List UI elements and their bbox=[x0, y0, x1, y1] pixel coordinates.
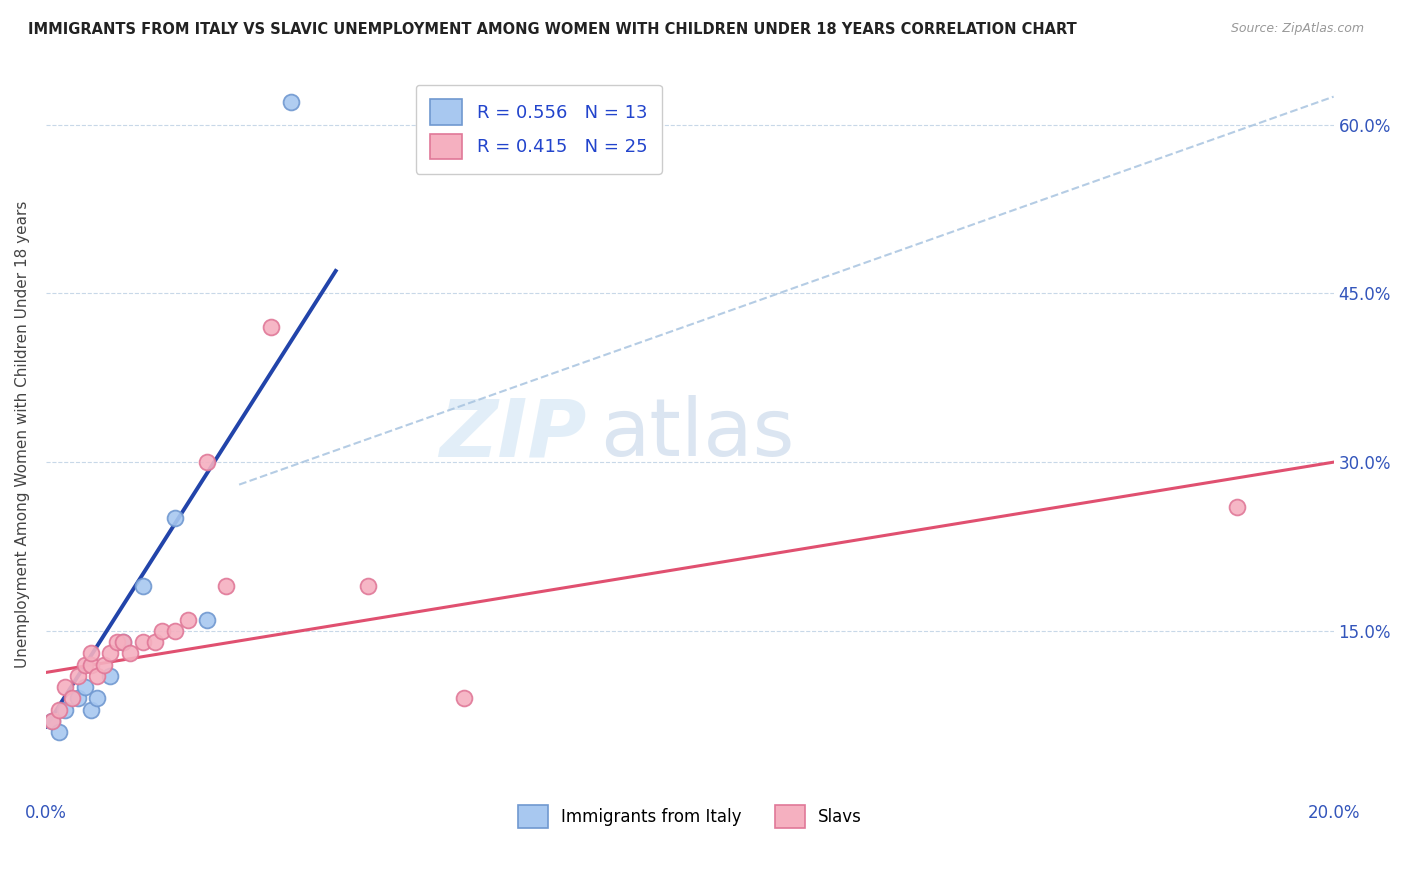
Point bbox=[41, 714, 63, 728]
Point bbox=[280, 95, 302, 110]
Legend: Immigrants from Italy, Slavs: Immigrants from Italy, Slavs bbox=[510, 798, 869, 835]
Point bbox=[98, 669, 121, 683]
Point bbox=[105, 635, 128, 649]
Point bbox=[41, 714, 63, 728]
Point bbox=[453, 691, 475, 706]
Text: atlas: atlas bbox=[600, 395, 794, 473]
Point bbox=[163, 511, 186, 525]
Point bbox=[80, 702, 103, 716]
Point bbox=[93, 657, 115, 672]
Point bbox=[1226, 500, 1249, 515]
Point bbox=[80, 646, 103, 660]
Point bbox=[48, 725, 70, 739]
Point bbox=[86, 669, 108, 683]
Point bbox=[260, 320, 283, 334]
Point bbox=[67, 669, 90, 683]
Text: ZIP: ZIP bbox=[440, 395, 586, 473]
Point bbox=[112, 635, 135, 649]
Point bbox=[145, 635, 167, 649]
Point bbox=[60, 691, 83, 706]
Point bbox=[48, 702, 70, 716]
Point bbox=[195, 455, 218, 469]
Point bbox=[112, 635, 135, 649]
Point bbox=[53, 702, 76, 716]
Point bbox=[163, 624, 186, 638]
Text: IMMIGRANTS FROM ITALY VS SLAVIC UNEMPLOYMENT AMONG WOMEN WITH CHILDREN UNDER 18 : IMMIGRANTS FROM ITALY VS SLAVIC UNEMPLOY… bbox=[28, 22, 1077, 37]
Point bbox=[195, 613, 218, 627]
Point bbox=[67, 691, 90, 706]
Point bbox=[73, 680, 96, 694]
Text: Source: ZipAtlas.com: Source: ZipAtlas.com bbox=[1230, 22, 1364, 36]
Point bbox=[150, 624, 173, 638]
Point bbox=[357, 579, 380, 593]
Point bbox=[215, 579, 238, 593]
Point bbox=[131, 635, 153, 649]
Point bbox=[176, 613, 198, 627]
Point bbox=[86, 691, 108, 706]
Point bbox=[118, 646, 141, 660]
Point bbox=[73, 657, 96, 672]
Point bbox=[131, 579, 153, 593]
Point bbox=[53, 680, 76, 694]
Y-axis label: Unemployment Among Women with Children Under 18 years: Unemployment Among Women with Children U… bbox=[15, 201, 30, 668]
Point bbox=[80, 657, 103, 672]
Point bbox=[98, 646, 121, 660]
